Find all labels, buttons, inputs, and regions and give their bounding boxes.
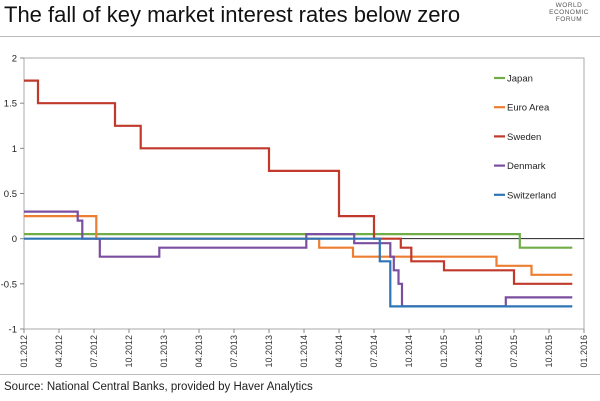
- series-line-denmark: [24, 210, 573, 308]
- series-line-sweden: [24, 79, 573, 285]
- legend-label: Switzerland: [507, 190, 556, 201]
- x-tick-label: 01.2014: [299, 335, 309, 368]
- x-tick-label: 01.2016: [579, 335, 589, 368]
- x-tick-label: 10.2012: [124, 335, 134, 368]
- x-tick-label: 07.2012: [89, 335, 99, 368]
- x-tick-label: 04.2012: [54, 335, 64, 368]
- y-tick-label: 1: [12, 144, 17, 155]
- y-tick-label: 2: [12, 54, 17, 65]
- y-tick-label: 1.5: [4, 99, 17, 110]
- x-tick-label: 04.2015: [474, 335, 484, 368]
- x-tick-label: 07.2014: [369, 335, 379, 368]
- y-tick-label: 0: [12, 234, 17, 245]
- x-tick-label: 10.2013: [264, 335, 274, 368]
- title-divider: [0, 36, 600, 37]
- x-tick-label: 10.2014: [404, 335, 414, 368]
- legend-label: Denmark: [507, 161, 546, 172]
- y-tick-label: 0.5: [4, 189, 17, 200]
- x-tick-label: 01.2015: [439, 335, 449, 368]
- series-line-japan: [24, 233, 573, 249]
- legend-label: Japan: [507, 74, 533, 85]
- x-tick-label: 04.2014: [334, 335, 344, 368]
- y-tick-label: -1: [9, 325, 17, 336]
- x-tick-label: 01.2012: [19, 335, 29, 368]
- logo-line: WORLD: [555, 2, 583, 9]
- source-divider: [0, 374, 600, 375]
- chart-title: The fall of key market interest rates be…: [4, 2, 461, 27]
- plot-frame: [23, 57, 585, 330]
- logo-line: ECONOMIC: [549, 9, 589, 16]
- wef-logo: WORLD ECONOMIC FORUM: [540, 2, 598, 23]
- logo-line: FORUM: [555, 16, 583, 23]
- x-tick-label: 07.2013: [229, 335, 239, 368]
- x-tick-label: 01.2013: [159, 335, 169, 368]
- x-tick-label: 10.2015: [544, 335, 554, 368]
- source-note: Source: National Central Banks, provided…: [4, 381, 313, 393]
- legend-label: Euro Area: [507, 103, 550, 114]
- series-line-euro-area: [24, 215, 573, 276]
- legend-label: Sweden: [507, 132, 541, 143]
- x-tick-label: 07.2015: [509, 335, 519, 368]
- x-tick-label: 04.2013: [194, 335, 204, 368]
- series-line-switzerland: [24, 237, 573, 308]
- y-tick-label: -0.5: [1, 279, 17, 290]
